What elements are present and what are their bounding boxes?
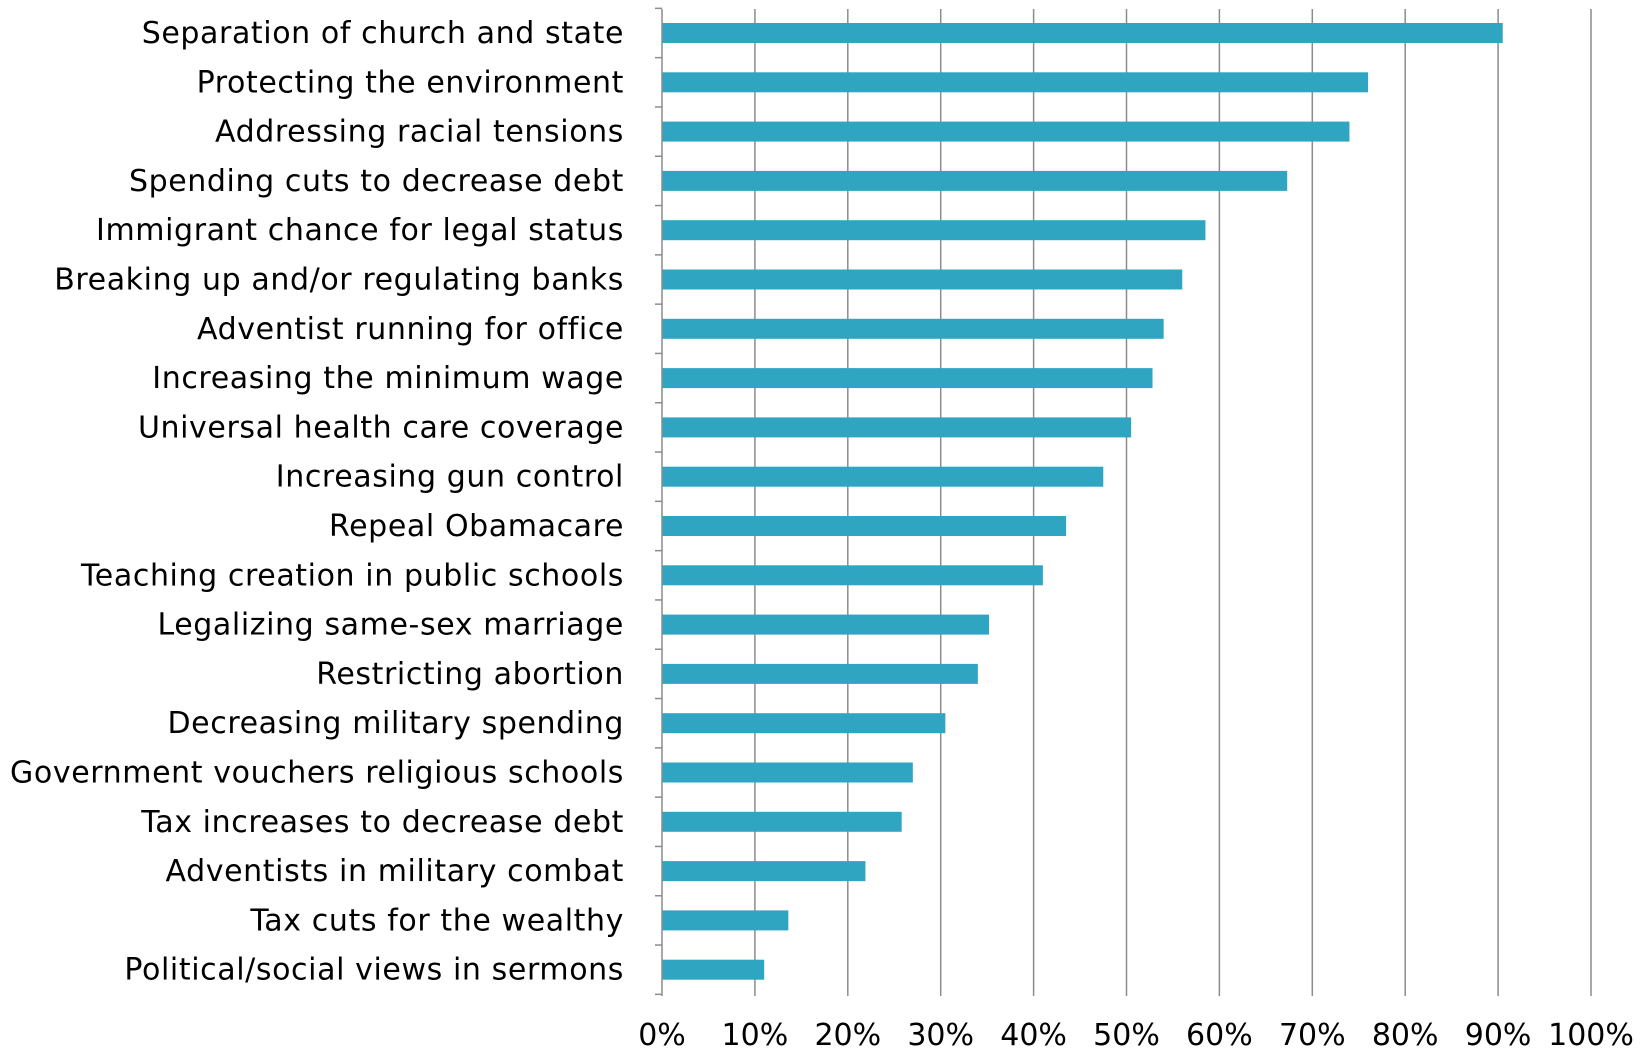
category-label: Government vouchers religious schools [10,756,624,791]
bar [662,663,978,684]
x-tick-label: 10% [722,1018,789,1053]
category-label: Breaking up and/or regulating banks [54,263,624,298]
bar [662,72,1369,93]
bar [662,516,1067,536]
bar [662,565,1043,586]
bar [662,417,1132,438]
bar [662,318,1164,339]
bar [662,910,789,931]
bar [662,23,1503,43]
x-tick-label: 70% [1279,1018,1346,1053]
x-tick-label: 40% [1000,1018,1067,1053]
bar [662,466,1104,487]
bar [662,269,1183,290]
x-tick-label: 0% [638,1018,686,1053]
x-tick-label: 90% [1465,1018,1532,1053]
bar [662,121,1350,142]
category-label: Immigrant chance for legal status [96,213,624,248]
bar [662,170,1288,191]
x-tick-labels: 0% 10% 20% 30% 40% 50% 60% 70% 80% 90% 100% [638,1018,1634,1053]
category-label: Increasing gun control [276,460,624,495]
category-label: Addressing racial tensions [215,115,624,150]
x-tick-label: 30% [907,1018,974,1053]
category-label: Separation of church and state [142,16,624,51]
bar [662,861,866,882]
category-label: Restricting abortion [316,657,624,692]
category-label: Protecting the environment [197,65,624,100]
category-label: Repeal Obamacare [329,509,624,544]
bar [662,713,946,734]
category-label: Adventists in military combat [166,854,624,889]
category-label: Decreasing military spending [167,706,624,741]
x-tick-label: 20% [814,1018,881,1053]
bar [662,614,990,635]
x-tick-label: 60% [1186,1018,1253,1053]
category-label: Increasing the minimum wage [152,361,624,396]
category-label: Political/social views in sermons [124,953,624,988]
gridlines [754,9,1592,996]
bar [662,220,1206,241]
bar [662,368,1153,389]
category-label: Adventist running for office [197,312,624,347]
x-tick-label: 80% [1372,1018,1439,1053]
category-labels: Separation of church and state Protecting… [10,16,624,988]
category-label: Tax cuts for the wealthy [249,903,624,938]
category-label: Tax increases to decrease debt [140,805,624,840]
category-label: Spending cuts to decrease debt [129,164,624,199]
x-tick-label: 50% [1093,1018,1160,1053]
category-label: Universal health care coverage [138,410,624,445]
category-label: Teaching creation in public schools [80,558,624,593]
bars [662,23,1503,980]
bar [662,959,765,980]
bar [662,811,902,832]
x-tick-label: 100% [1548,1018,1634,1053]
y-axis [655,7,663,996]
category-label: Legalizing same-sex marriage [157,608,624,643]
bar [662,762,913,783]
